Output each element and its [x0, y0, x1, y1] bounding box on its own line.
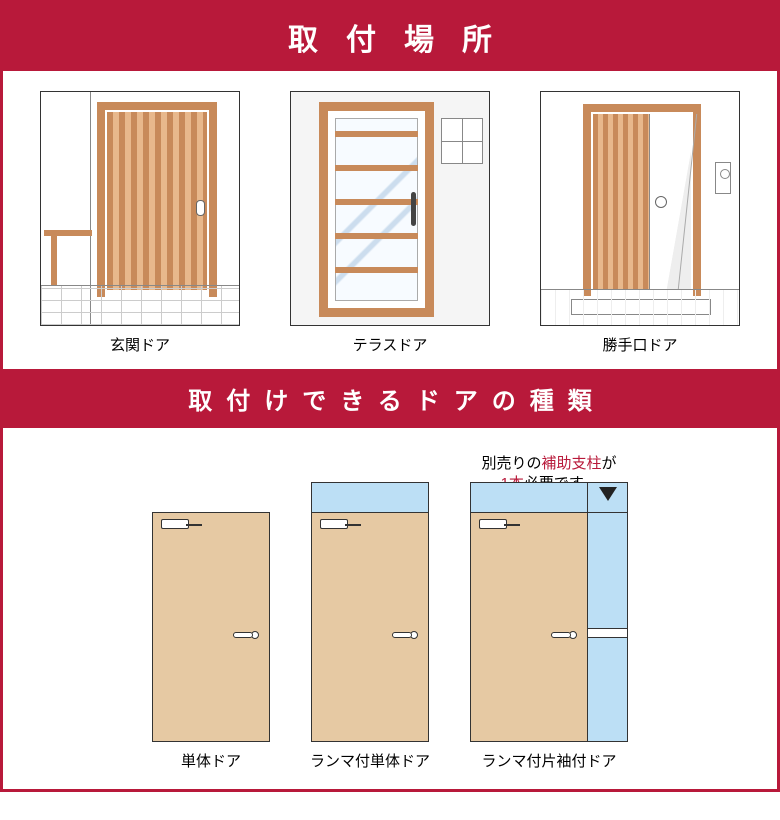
door-leaf — [311, 512, 429, 742]
section2-panel: 単体ドア ランマ付単体ドア 別売りの補助支柱が1本必要です。ランマ付片袖付ドア — [3, 428, 777, 789]
door-assembly — [470, 482, 628, 742]
door-leaf — [470, 512, 588, 742]
loc-terrace: テラスドア — [290, 91, 490, 355]
section2-header: 取付けできるドアの種類 — [3, 369, 777, 428]
loc-entrance: 玄関ドア — [40, 91, 240, 355]
scene-terrace — [290, 91, 490, 326]
lever-handle-icon — [251, 631, 259, 639]
scene-kitchen — [540, 91, 740, 326]
section1-header: 取付場所 — [3, 3, 777, 71]
lever-handle-icon — [569, 631, 577, 639]
infographic-frame: 取付場所 玄関ドア テラスドア — [0, 0, 780, 792]
door-type-note: 別売りの補助支柱が1本必要です。 — [481, 454, 616, 476]
loc-terrace-label: テラスドア — [353, 334, 428, 355]
side-transom — [588, 482, 628, 512]
door-assembly — [311, 482, 429, 742]
scene-entrance — [40, 91, 240, 326]
sidelight — [588, 512, 628, 742]
door-type-label: ランマ付単体ドア — [310, 750, 430, 771]
door-type-label: ランマ付片袖付ドア — [481, 750, 616, 771]
section1-panel: 玄関ドア テラスドア 勝手口 — [3, 71, 777, 369]
door-closer-icon — [161, 519, 189, 529]
door-type-0: 単体ドア — [152, 484, 270, 771]
door-closer-icon — [320, 519, 348, 529]
lever-handle-icon — [410, 631, 418, 639]
door-leaf — [152, 512, 270, 742]
door-type-label: 単体ドア — [181, 750, 241, 771]
loc-kitchen: 勝手口ドア — [540, 91, 740, 355]
loc-kitchen-label: 勝手口ドア — [602, 334, 677, 355]
door-type-2: 別売りの補助支柱が1本必要です。ランマ付片袖付ドア — [470, 454, 628, 771]
loc-entrance-label: 玄関ドア — [110, 334, 170, 355]
door-closer-icon — [479, 519, 507, 529]
arrow-down-icon — [599, 487, 617, 501]
door-type-1: ランマ付単体ドア — [310, 454, 430, 771]
transom — [470, 482, 588, 512]
door-assembly — [152, 512, 270, 742]
transom — [311, 482, 429, 512]
